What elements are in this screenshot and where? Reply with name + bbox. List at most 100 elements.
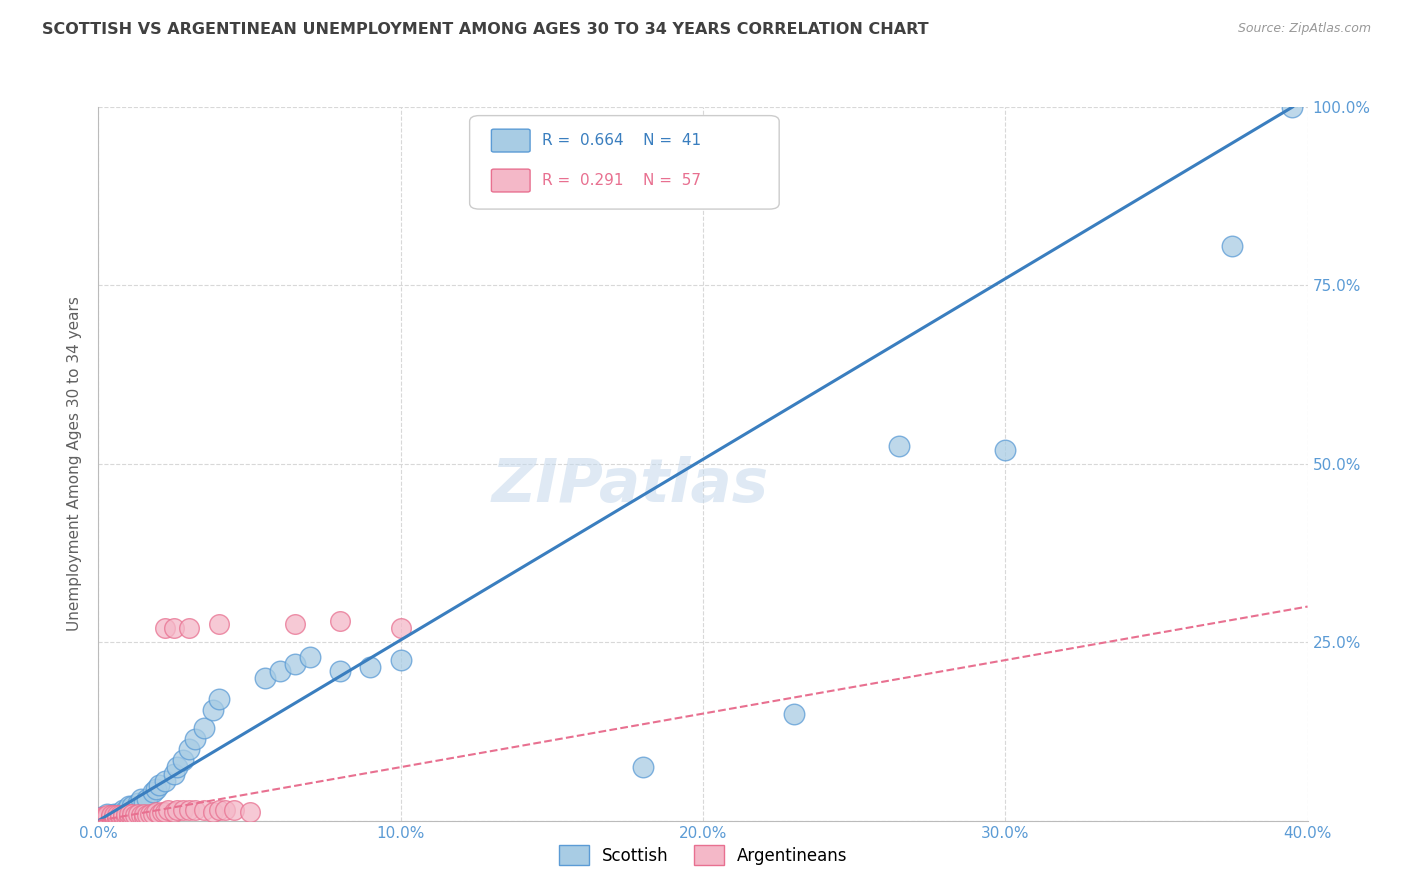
- Point: [129, 792, 152, 806]
- Point: [145, 781, 167, 796]
- Point: [121, 810, 143, 824]
- Point: [114, 810, 136, 824]
- Point: [193, 721, 215, 735]
- Point: [299, 649, 322, 664]
- Point: [100, 812, 122, 826]
- Point: [118, 806, 141, 821]
- Point: [631, 760, 654, 774]
- Point: [329, 614, 352, 628]
- Point: [96, 812, 118, 826]
- Point: [129, 808, 152, 822]
- Point: [224, 803, 246, 817]
- Point: [121, 799, 143, 814]
- Point: [103, 806, 125, 821]
- FancyBboxPatch shape: [492, 129, 530, 152]
- Point: [239, 805, 262, 819]
- Legend: Scottish, Argentineans: Scottish, Argentineans: [550, 837, 856, 873]
- Point: [202, 805, 225, 819]
- Point: [389, 653, 412, 667]
- Point: [163, 621, 186, 635]
- Point: [108, 806, 131, 821]
- Point: [145, 805, 167, 819]
- Point: [111, 803, 134, 817]
- Point: [163, 805, 186, 819]
- Point: [93, 812, 115, 826]
- Point: [150, 805, 173, 819]
- Point: [114, 803, 136, 817]
- Point: [184, 731, 207, 746]
- Point: [93, 810, 115, 824]
- Point: [105, 812, 128, 826]
- Point: [108, 808, 131, 822]
- FancyBboxPatch shape: [470, 116, 779, 209]
- Point: [96, 808, 118, 822]
- Point: [148, 806, 170, 821]
- Point: [214, 803, 236, 817]
- Point: [172, 753, 194, 767]
- Point: [166, 803, 188, 817]
- Text: SCOTTISH VS ARGENTINEAN UNEMPLOYMENT AMONG AGES 30 TO 34 YEARS CORRELATION CHART: SCOTTISH VS ARGENTINEAN UNEMPLOYMENT AMO…: [42, 22, 929, 37]
- Point: [253, 671, 276, 685]
- Point: [208, 692, 231, 706]
- Point: [90, 812, 112, 826]
- Point: [132, 796, 155, 810]
- Point: [284, 617, 307, 632]
- Point: [96, 806, 118, 821]
- Point: [889, 439, 911, 453]
- Point: [100, 808, 122, 822]
- Point: [118, 810, 141, 824]
- Point: [389, 621, 412, 635]
- Point: [163, 767, 186, 781]
- Text: R =  0.291    N =  57: R = 0.291 N = 57: [543, 173, 702, 188]
- Point: [1281, 100, 1303, 114]
- Point: [93, 810, 115, 824]
- Point: [127, 796, 149, 810]
- Point: [148, 778, 170, 792]
- Point: [269, 664, 291, 678]
- Point: [360, 660, 382, 674]
- Point: [114, 806, 136, 821]
- Point: [121, 806, 143, 821]
- Point: [153, 805, 176, 819]
- Point: [96, 810, 118, 824]
- Point: [193, 803, 215, 817]
- Point: [184, 803, 207, 817]
- Point: [139, 806, 162, 821]
- Point: [111, 810, 134, 824]
- Point: [132, 810, 155, 824]
- Point: [105, 810, 128, 824]
- Y-axis label: Unemployment Among Ages 30 to 34 years: Unemployment Among Ages 30 to 34 years: [67, 296, 83, 632]
- Point: [142, 785, 165, 799]
- FancyBboxPatch shape: [492, 169, 530, 192]
- Point: [153, 621, 176, 635]
- Point: [100, 810, 122, 824]
- Point: [103, 812, 125, 826]
- Point: [208, 617, 231, 632]
- Point: [156, 803, 179, 817]
- Point: [103, 810, 125, 824]
- Text: R =  0.664    N =  41: R = 0.664 N = 41: [543, 133, 702, 148]
- Point: [153, 774, 176, 789]
- Point: [90, 810, 112, 824]
- Point: [132, 806, 155, 821]
- Point: [111, 808, 134, 822]
- Point: [172, 803, 194, 817]
- Point: [994, 442, 1017, 457]
- Point: [208, 803, 231, 817]
- Text: ZIPatlas: ZIPatlas: [492, 456, 769, 515]
- Point: [142, 806, 165, 821]
- Point: [179, 621, 201, 635]
- Text: Source: ZipAtlas.com: Source: ZipAtlas.com: [1237, 22, 1371, 36]
- Point: [96, 810, 118, 824]
- Point: [127, 806, 149, 821]
- Point: [135, 792, 157, 806]
- Point: [179, 742, 201, 756]
- Point: [783, 706, 806, 721]
- Point: [1220, 239, 1243, 253]
- Point: [124, 808, 146, 822]
- Point: [329, 664, 352, 678]
- Point: [202, 703, 225, 717]
- Point: [103, 808, 125, 822]
- Point: [135, 808, 157, 822]
- Point: [108, 810, 131, 824]
